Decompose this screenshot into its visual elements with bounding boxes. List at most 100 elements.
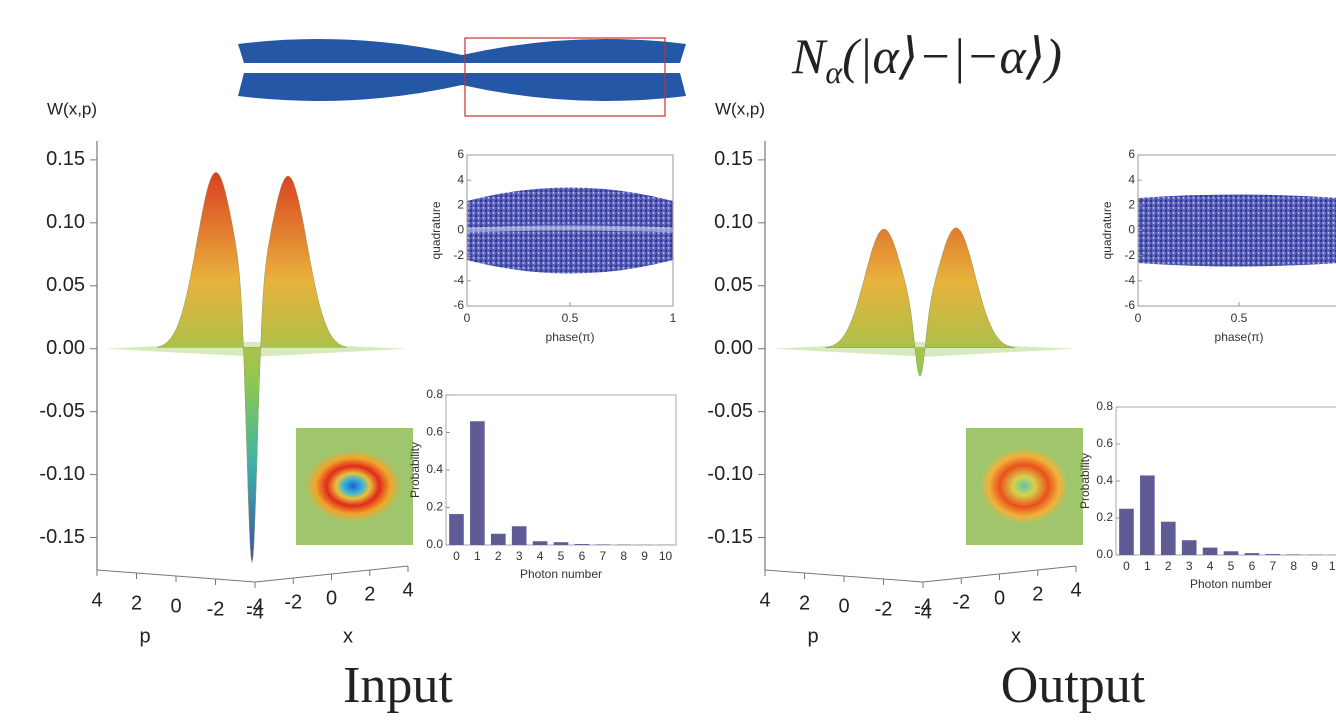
x-tick-label: -2 [284,591,302,613]
x-tick-label: 4 [1070,579,1081,601]
bar [1140,475,1155,555]
x-tick-label: 3 [516,549,523,563]
formula-expression: (|α⟩−|−α⟩) [842,28,1062,84]
p-tick-label: -2 [207,598,225,620]
x-tick-label: 3 [1186,559,1193,573]
x-tick-label: 6 [579,549,586,563]
y-tick-label: 2 [1128,198,1135,212]
bar [532,541,548,545]
y-tick-label: 6 [457,147,464,161]
wigner-surface [824,227,1016,377]
y-tick-label: -6 [453,298,464,312]
bar [1286,554,1302,555]
x-tick-label: 2 [495,549,502,563]
waveguide-diagram [238,38,686,102]
p-tick-label: 2 [799,592,810,614]
y-tick-label: 0 [457,223,464,237]
bar [1119,508,1134,555]
p-tick-label: 0 [170,595,181,617]
bar [1202,547,1218,555]
x-tick-label: 2 [364,583,375,605]
x-axis-label: Photon number [1190,577,1272,591]
scatter-band [1138,194,1336,267]
y-tick-label: 0.00 [46,337,85,359]
bar [1223,551,1239,555]
y-tick-label: 0.10 [714,211,753,233]
y-tick-label: -4 [453,273,464,287]
y-tick-label: 0.4 [426,462,443,476]
p-tick-label: -4 [914,601,932,623]
y-tick-label: -0.05 [707,400,753,422]
x-tick-label: 0 [326,587,337,609]
x-tick-label: 7 [599,549,606,563]
x-axis-label: x [1011,625,1021,647]
x-tick-label: 4 [537,549,544,563]
y-tick-label: -0.15 [39,526,85,548]
y-tick-label: -2 [453,248,464,262]
x-tick-label: 10 [1329,559,1336,573]
x-axis-label: x [343,625,353,647]
x-tick-label: 10 [659,549,673,563]
y-tick-label: 0.00 [714,337,753,359]
y-tick-label: 0.15 [714,148,753,170]
caption-input: Input [343,657,453,714]
z-axis-label: W(x,p) [47,99,97,118]
x-tick-label: 4 [1207,559,1214,573]
x-tick-label: 1 [474,549,481,563]
x-tick-label: 9 [641,549,648,563]
bar [595,544,611,545]
formula-subscript: α [825,54,843,90]
x-tick-label: 0 [453,549,460,563]
p-tick-label: 2 [131,592,142,614]
y-axis-label: quadrature [429,201,443,259]
p-tick-label: -2 [875,598,893,620]
x-tick-label: 0 [1123,559,1130,573]
bar [511,526,527,545]
p-tick-label: -4 [246,601,264,623]
y-axis-label: Probability [1078,453,1092,509]
y-tick-label: 0.4 [1096,473,1113,487]
y-tick-label: 2 [457,198,464,212]
y-tick-label: 0.8 [1096,399,1113,413]
y-tick-label: 0 [1128,223,1135,237]
x-tick-label: 6 [1249,559,1256,573]
y-axis-label: Probability [408,442,422,498]
upper-strip [238,38,686,63]
x-tick-label: 5 [1228,559,1235,573]
y-tick-label: 0.10 [46,211,85,233]
bar [1181,540,1197,555]
p-tick-label: 4 [91,589,102,611]
y-tick-label: 0.6 [426,425,443,439]
y-tick-label: 4 [1128,172,1135,186]
x-tick-label: 4 [402,579,413,601]
y-axis-label: quadrature [1100,201,1114,259]
y-tick-label: -0.10 [39,463,85,485]
x-tick-label: 0 [994,587,1005,609]
y-tick-label: 0.15 [46,148,85,170]
x-tick-label: 1 [670,311,677,325]
x-tick-label: 8 [1290,559,1297,573]
x-axis-label: Photon number [520,567,602,581]
x-tick-label: 0 [464,311,471,325]
inset-input [296,428,413,545]
bar [449,514,464,545]
y-tick-label: -2 [1124,248,1135,262]
x-tick-label: 0.5 [562,311,579,325]
x-tick-label: 9 [1311,559,1318,573]
z-axis-label: W(x,p) [715,99,765,118]
y-tick-label: 0.05 [714,274,753,296]
bar [490,533,506,545]
y-tick-label: -6 [1124,298,1135,312]
x-tick-label: -2 [952,591,970,613]
inset-output [966,428,1083,545]
x-axis-label: phase(π) [546,330,595,344]
x-tick-label: 1 [1144,559,1151,573]
x-tick-label: -4 [914,595,932,617]
highlight-box [464,37,666,117]
x-tick-label: 0.5 [1231,311,1248,325]
caption-output: Output [1001,657,1146,714]
x-tick-label: 5 [558,549,565,563]
y-tick-label: -0.10 [707,463,753,485]
